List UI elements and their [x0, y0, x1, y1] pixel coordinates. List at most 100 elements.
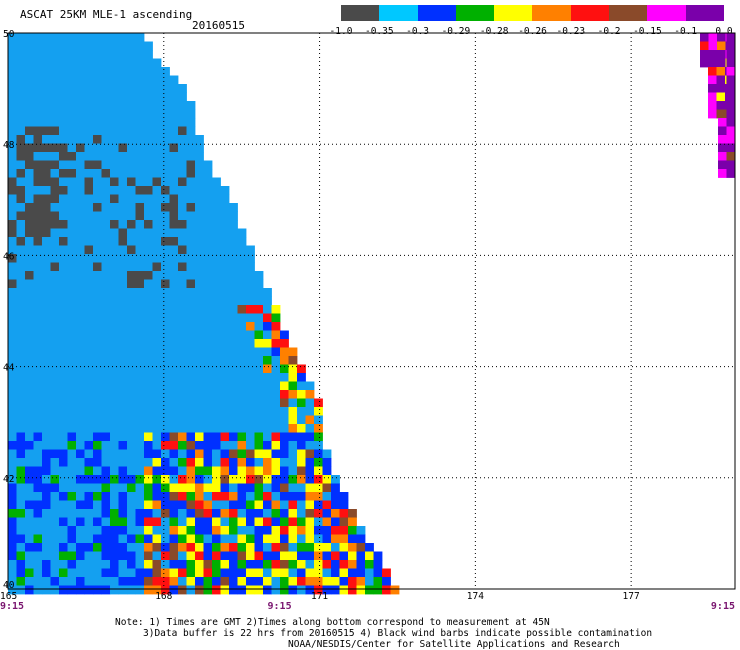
data-cell [93, 432, 102, 442]
data-cell [25, 262, 34, 272]
data-cell [101, 177, 111, 187]
data-cell [331, 492, 340, 501]
data-cell [254, 407, 264, 416]
data-cell [127, 109, 136, 119]
data-cell [67, 432, 77, 442]
data-cell [331, 568, 340, 578]
data-cell [42, 449, 51, 459]
data-cell [110, 364, 119, 374]
data-cell [195, 560, 204, 569]
data-cell [59, 415, 68, 425]
data-cell [118, 500, 128, 510]
data-cell [84, 143, 94, 153]
data-cell [322, 551, 332, 561]
data-cell [59, 568, 68, 578]
data-cell [135, 143, 145, 153]
data-cell [331, 475, 340, 484]
data-cell [708, 67, 717, 76]
data-cell [716, 67, 726, 76]
data-cell [59, 330, 68, 340]
data-cell [169, 568, 179, 578]
data-cell [339, 585, 349, 595]
data-cell [726, 41, 736, 51]
data-cell [16, 364, 26, 374]
data-cell [42, 432, 51, 442]
data-cell [118, 169, 128, 178]
data-cell [8, 466, 17, 476]
data-cell [220, 449, 230, 459]
axis-tick-label: 174 [467, 591, 484, 602]
data-cell [288, 449, 298, 459]
data-cell [59, 424, 68, 433]
data-cell [118, 194, 128, 204]
data-cell [237, 390, 247, 399]
data-cell [67, 194, 77, 204]
data-cell [288, 517, 298, 527]
data-cell [339, 543, 349, 552]
data-cell [93, 330, 102, 340]
data-cell [25, 126, 34, 136]
data-cell [144, 118, 153, 127]
data-cell [229, 211, 238, 221]
data-cell [101, 322, 111, 331]
data-cell [161, 568, 170, 578]
data-cell [195, 585, 204, 595]
data-cell [161, 458, 170, 467]
data-cell [101, 254, 111, 263]
data-cell [297, 424, 306, 433]
data-cell [220, 424, 230, 433]
data-cell [263, 322, 272, 331]
data-cell [50, 415, 60, 425]
data-cell [280, 466, 289, 476]
data-cell [254, 517, 264, 527]
data-cell [331, 585, 340, 595]
data-cell [305, 526, 315, 535]
data-cell [16, 568, 26, 578]
data-cell [220, 203, 230, 212]
data-cell [110, 58, 119, 68]
data-cell [152, 118, 162, 127]
data-cell [59, 509, 68, 518]
data-cell [229, 279, 238, 289]
data-cell [93, 279, 102, 289]
data-cell [25, 313, 34, 323]
data-cell [144, 373, 153, 382]
data-cell [50, 458, 60, 467]
data-cell [195, 398, 204, 408]
data-cell [16, 407, 26, 416]
data-cell [288, 585, 298, 595]
legend-swatch [341, 5, 380, 21]
data-cell [178, 211, 187, 221]
data-cell [67, 288, 77, 297]
data-cell [110, 492, 119, 501]
data-cell [237, 483, 247, 493]
data-cell [220, 432, 230, 442]
data-cell [25, 237, 34, 246]
data-cell [314, 432, 323, 442]
data-cell [8, 126, 17, 136]
data-cell [67, 509, 77, 518]
data-cell [305, 534, 315, 544]
data-cell [76, 262, 85, 272]
data-cell [33, 58, 43, 68]
data-cell [135, 160, 145, 170]
data-cell [305, 424, 315, 433]
data-cell [50, 245, 60, 255]
data-cell [67, 203, 77, 212]
data-cell [84, 109, 94, 119]
data-cell [50, 279, 60, 289]
data-cell [169, 560, 179, 569]
data-cell [16, 449, 26, 459]
data-cell [8, 526, 17, 535]
data-cell [280, 347, 289, 357]
data-cell [135, 296, 145, 306]
data-cell [229, 313, 238, 323]
data-cell [76, 228, 85, 238]
data-cell [365, 543, 374, 552]
data-cell [16, 313, 26, 323]
data-cell [127, 534, 136, 544]
data-cell [59, 237, 68, 246]
data-cell [203, 475, 213, 484]
data-cell [59, 390, 68, 399]
data-cell [212, 534, 221, 544]
